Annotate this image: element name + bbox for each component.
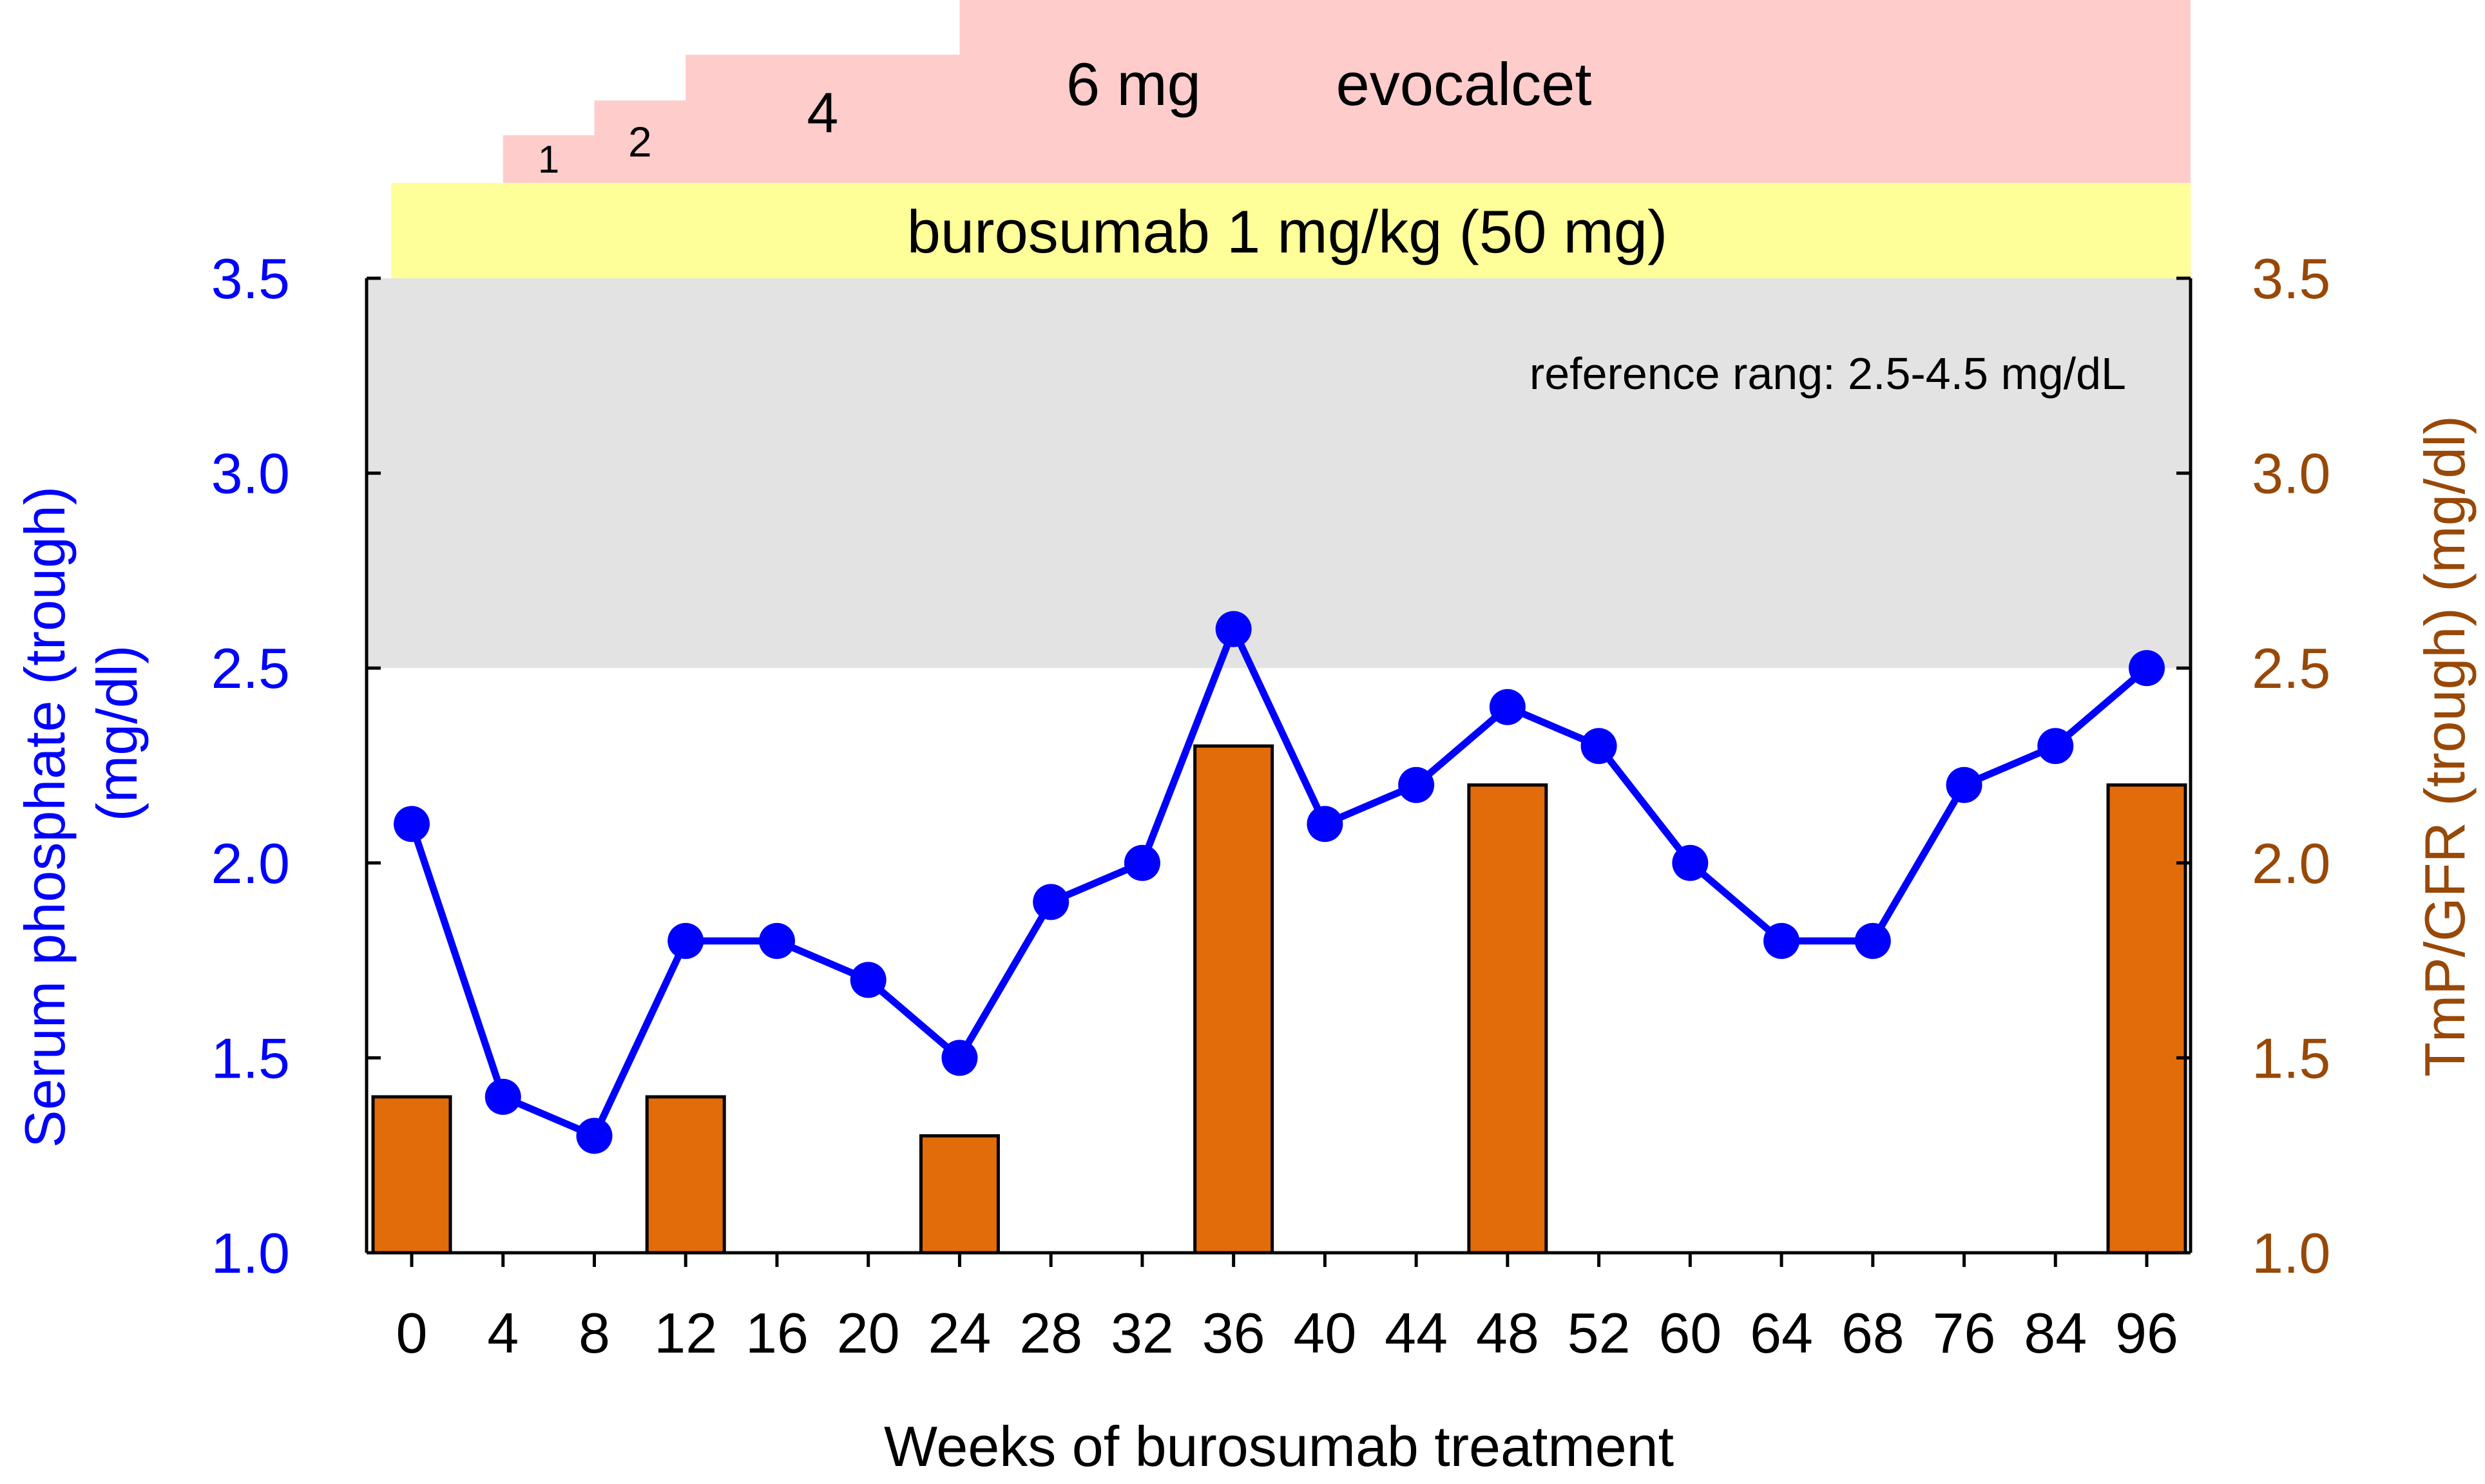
x-tick-label: 24 (928, 1301, 991, 1365)
left-y-tick-label: 2.5 (211, 636, 290, 700)
tmp-gfr-bars (371, 744, 2187, 1255)
serum-phosphate-point (1307, 806, 1343, 842)
serum-phosphate-point (1033, 884, 1070, 920)
x-tick-label: 96 (2115, 1301, 2178, 1365)
serum-phosphate-point (758, 922, 795, 959)
x-tick-label: 20 (837, 1301, 900, 1365)
tmp-gfr-bar (371, 1095, 452, 1255)
serum-phosphate-point (941, 1040, 978, 1076)
tmp-gfr-bar (645, 1095, 726, 1255)
tick-labels: 0 4 8 12 16 20 24 28 32 36 40 44 48 52 60 64 68 76 84 961.0… (211, 247, 2331, 1365)
burosumab-band (391, 183, 2191, 278)
evocalcet-dose-label: 2 (628, 118, 652, 166)
x-tick-label: 4 (487, 1301, 519, 1365)
x-axis-title: Weeks of burosumab treatment (884, 1414, 1674, 1478)
left-y-axis-title: Serum phosphate (trough) (mg/dl) (13, 486, 149, 1148)
tmp-gfr-bar (2106, 783, 2187, 1255)
serum-phosphate-point (1580, 728, 1617, 765)
serum-phosphate-line (408, 625, 2149, 1139)
axes-frame (365, 276, 2192, 1267)
reference-range-label: reference rang: 2.5-4.5 mg/dL (1530, 348, 2126, 399)
x-tick-label: 12 (654, 1301, 717, 1365)
evocalcet-dose-label: 1 (538, 138, 559, 181)
serum-phosphate-point (1763, 922, 1800, 959)
right-y-axis-title: TmP/GFR (trough) (mg/dl) (2413, 415, 2477, 1077)
tmp-gfr-bar (1467, 783, 1548, 1255)
x-tick-label: 60 (1658, 1301, 1722, 1365)
evocalcet-dose-label: 6 mg (1066, 50, 1201, 118)
serum-phosphate-point (1672, 844, 1709, 881)
evocalcet-dose-label: 4 (807, 81, 838, 144)
right-y-tick-label: 2.0 (2252, 832, 2330, 895)
left-y-axis-title-line-1: Serum phosphate (trough) (13, 486, 77, 1148)
x-tick-label: 44 (1385, 1301, 1448, 1365)
left-y-tick-label: 1.0 (211, 1221, 290, 1285)
serum-phosphate-point (850, 962, 887, 998)
x-tick-label: 52 (1568, 1301, 1631, 1365)
serum-phosphate-point (1489, 689, 1526, 725)
tmp-gfr-bar (919, 1134, 1000, 1255)
x-tick-label: 48 (1476, 1301, 1539, 1365)
tmp-gfr-bar (1193, 744, 1274, 1255)
serum-phosphate-point (394, 806, 430, 842)
x-tick-label: 84 (2024, 1301, 2087, 1365)
serum-phosphate-point (1215, 611, 1252, 647)
x-tick-label: 76 (1933, 1301, 1996, 1365)
serum-phosphate-point (1946, 766, 1982, 803)
x-tick-label: 32 (1111, 1301, 1174, 1365)
evocalcet-dose-step (959, 0, 2191, 183)
serum-phosphate-point (2037, 728, 2074, 765)
x-tick-label: 8 (579, 1301, 610, 1365)
burosumab-label: burosumab 1 mg/kg (50 mg) (907, 198, 1668, 265)
left-y-tick-label: 3.5 (211, 247, 290, 310)
serum-phosphate-point (576, 1118, 613, 1154)
left-y-tick-label: 3.0 (211, 442, 290, 506)
serum-phosphate-point (1854, 922, 1891, 959)
serum-phosphate-point (1398, 766, 1435, 803)
x-tick-label: 40 (1293, 1301, 1356, 1365)
serum-phosphate-point (485, 1078, 521, 1115)
x-tick-label: 16 (745, 1301, 809, 1365)
reference-range-band (367, 278, 2191, 669)
evocalcet-label: evocalcet (1336, 50, 1591, 118)
right-y-tick-label: 1.5 (2252, 1026, 2330, 1090)
serum-phosphate-series (394, 611, 2165, 1154)
x-tick-label: 36 (1202, 1301, 1265, 1365)
x-tick-label: 64 (1750, 1301, 1813, 1365)
treatment-annotations: 1 2 4 6 mg evocalcet burosumab 1 mg/kg (50 mg… (391, 0, 2191, 278)
left-y-tick-label: 2.0 (211, 832, 290, 895)
right-y-tick-label: 1.0 (2252, 1221, 2330, 1285)
right-y-tick-label: 2.5 (2252, 636, 2330, 700)
right-y-tick-label: 3.0 (2252, 442, 2330, 506)
right-y-tick-label: 3.5 (2252, 247, 2330, 310)
serum-phosphate-point (1124, 844, 1160, 881)
x-tick-label: 68 (1841, 1301, 1905, 1365)
left-y-tick-label: 1.5 (211, 1026, 290, 1090)
left-y-axis-title-line-2: (mg/dl) (85, 645, 149, 822)
serum-phosphate-point (667, 922, 704, 959)
serum-phosphate-point (2129, 650, 2165, 687)
x-tick-label: 28 (1019, 1301, 1082, 1365)
x-tick-label: 0 (396, 1301, 428, 1365)
